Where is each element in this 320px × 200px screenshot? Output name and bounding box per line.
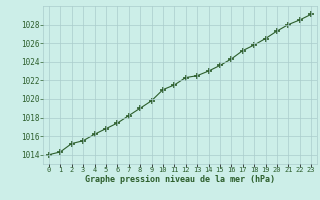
X-axis label: Graphe pression niveau de la mer (hPa): Graphe pression niveau de la mer (hPa)	[85, 175, 275, 184]
